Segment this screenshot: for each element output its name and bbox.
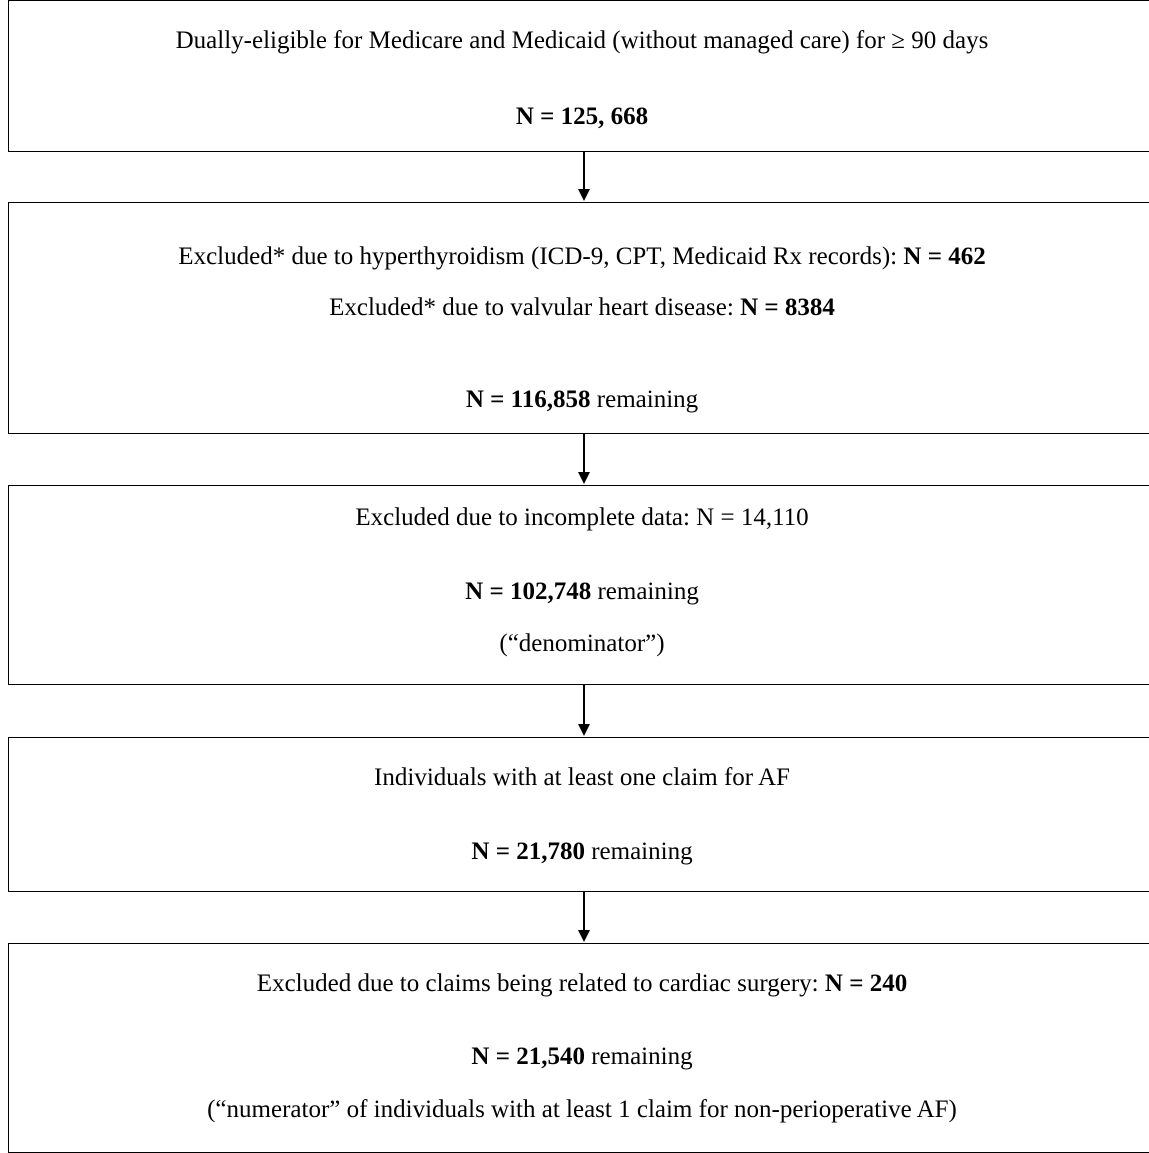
flow-box-incomplete-data: Excluded due to incomplete data: N = 14,… xyxy=(8,485,1149,685)
remaining-line-3: N = 21,780 remaining xyxy=(9,837,1149,867)
down-arrow-3 xyxy=(578,685,590,736)
eligible-count: N = 125, 668 xyxy=(515,103,649,130)
remaining-count-3: N = 21,780 xyxy=(471,838,585,865)
hyperthyroidism-exclusion-line: Excluded* due to hyperthyroidism (ICD-9,… xyxy=(9,242,1149,272)
down-arrow-2 xyxy=(578,434,590,484)
remaining-line-4: N = 21,540 remaining xyxy=(9,1042,1149,1072)
remaining-text-1: remaining xyxy=(590,386,699,413)
valvular-exclusion-line: Excluded* due to valvular heart disease:… xyxy=(9,293,1149,323)
flow-box-eligible: Dually-eligible for Medicare and Medicai… xyxy=(8,0,1149,152)
eligibility-criteria-text: Dually-eligible for Medicare and Medicai… xyxy=(175,27,989,54)
denominator-note: (“denominator”) xyxy=(499,630,665,657)
cardiac-surgery-exclusion-count: N = 240 xyxy=(824,970,908,997)
remaining-text-4: remaining xyxy=(584,1043,693,1070)
down-arrow-1 xyxy=(578,152,590,201)
remaining-count-1: N = 116,858 xyxy=(465,386,591,413)
flow-box-af-claim: Individuals with at least one claim for … xyxy=(8,737,1149,892)
remaining-text-3: remaining xyxy=(584,838,693,865)
flow-box-exclusions: Excluded* due to hyperthyroidism (ICD-9,… xyxy=(8,202,1149,434)
remaining-text-2: remaining xyxy=(591,578,699,605)
hyperthyroidism-exclusion-text: Excluded* due to hyperthyroidism (ICD-9,… xyxy=(178,243,904,270)
remaining-count-2: N = 102,748 xyxy=(465,578,592,605)
valvular-exclusion-count: N = 8384 xyxy=(740,294,835,321)
af-claim-criteria: Individuals with at least one claim for … xyxy=(374,764,790,791)
down-arrow-4 xyxy=(578,892,590,942)
flow-box-cardiac-surgery: Excluded due to claims being related to … xyxy=(8,943,1149,1153)
incomplete-data-exclusion: Excluded due to incomplete data: N = 14,… xyxy=(355,504,809,531)
numerator-note: (“numerator” of individuals with at leas… xyxy=(207,1096,957,1123)
remaining-count-4: N = 21,540 xyxy=(471,1043,585,1070)
valvular-exclusion-text: Excluded* due to valvular heart disease: xyxy=(329,294,741,321)
cardiac-surgery-exclusion-text: Excluded due to claims being related to … xyxy=(256,970,825,997)
hyperthyroidism-exclusion-count: N = 462 xyxy=(903,243,986,270)
remaining-line-2: N = 102,748 remaining xyxy=(9,577,1149,607)
cardiac-surgery-exclusion-line: Excluded due to claims being related to … xyxy=(9,969,1149,999)
remaining-line-1: N = 116,858 remaining xyxy=(9,385,1149,415)
